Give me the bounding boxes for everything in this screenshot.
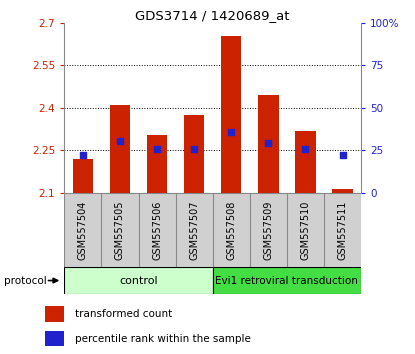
Point <box>80 152 86 158</box>
Bar <box>184 115 204 193</box>
Text: GSM557510: GSM557510 <box>300 200 310 260</box>
Point <box>154 146 160 152</box>
Text: GSM557505: GSM557505 <box>115 200 125 260</box>
Text: GSM557506: GSM557506 <box>152 200 162 260</box>
Text: GSM557507: GSM557507 <box>189 200 199 260</box>
Bar <box>110 105 130 193</box>
Bar <box>64 267 213 294</box>
Point <box>117 138 123 143</box>
Point <box>265 141 272 146</box>
Point <box>228 129 234 135</box>
Text: transformed count: transformed count <box>76 309 173 319</box>
Point <box>302 146 309 152</box>
Title: GDS3714 / 1420689_at: GDS3714 / 1420689_at <box>135 9 290 22</box>
Text: percentile rank within the sample: percentile rank within the sample <box>76 333 251 344</box>
Bar <box>45 306 64 322</box>
Text: GSM557504: GSM557504 <box>78 200 88 260</box>
Bar <box>332 189 353 193</box>
Bar <box>295 131 316 193</box>
Bar <box>73 159 93 193</box>
Bar <box>213 267 361 294</box>
Text: GSM557509: GSM557509 <box>264 200 273 260</box>
Text: Evi1 retroviral transduction: Evi1 retroviral transduction <box>215 275 358 286</box>
Bar <box>147 135 167 193</box>
Text: GSM557508: GSM557508 <box>226 200 236 260</box>
Text: control: control <box>119 275 158 286</box>
Bar <box>221 36 242 193</box>
Bar <box>45 331 64 347</box>
Text: GSM557511: GSM557511 <box>337 200 347 260</box>
Bar <box>258 95 278 193</box>
Point <box>191 146 198 152</box>
Point <box>339 152 346 158</box>
Text: protocol: protocol <box>4 275 47 286</box>
